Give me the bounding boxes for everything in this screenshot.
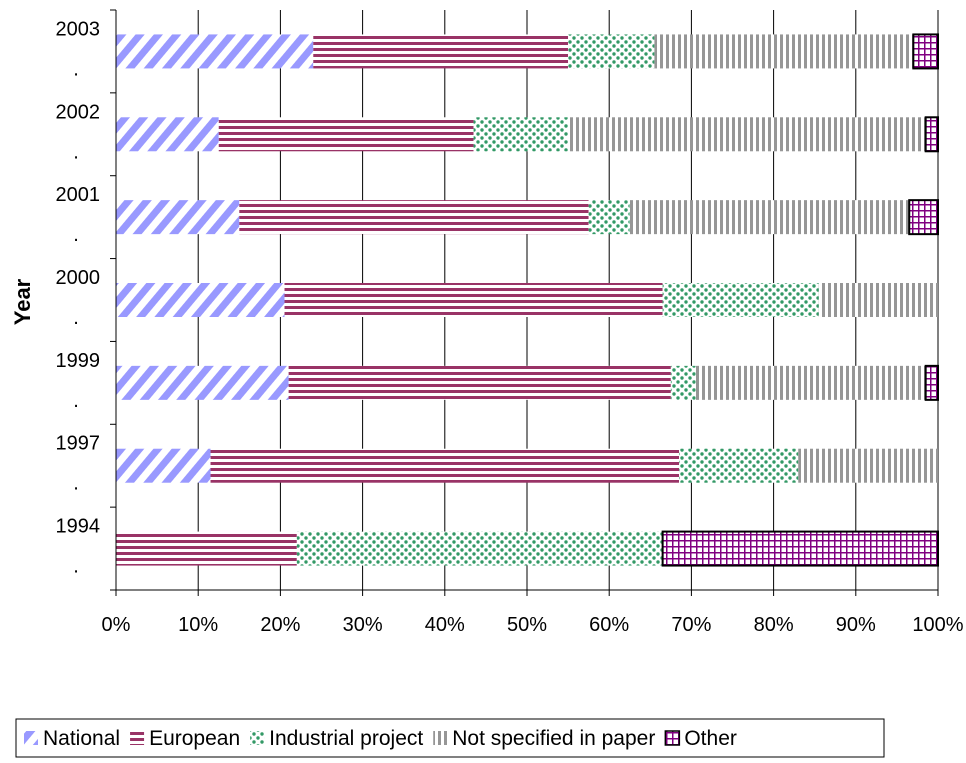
y-tick-label-suffix: . <box>73 473 79 495</box>
x-tick-label: 60% <box>589 614 629 636</box>
y-tick-label-suffix: . <box>73 58 79 80</box>
bar-segment-european-1997 <box>210 448 680 483</box>
bar-segment-european-2002 <box>218 117 474 152</box>
bar-segment-industrial-project-2001 <box>588 200 630 235</box>
y-tick-label: 2003 <box>56 18 101 40</box>
bar-segment-industrial-project-1999 <box>670 365 696 400</box>
x-tick-label: 100% <box>912 614 963 636</box>
bar-segment-european-1999 <box>288 365 671 400</box>
bar-segment-not-specified-in-paper-1999 <box>695 365 926 400</box>
legend-label: European <box>149 727 240 750</box>
bar-segment-national-1997 <box>116 448 211 483</box>
y-tick-label-suffix: . <box>73 307 79 329</box>
bar-segment-not-specified-in-paper-1997 <box>798 448 938 483</box>
legend-label: National <box>43 727 120 750</box>
bar-segment-other-2001 <box>908 199 939 236</box>
legend-swatch <box>130 731 145 745</box>
x-tick-label: 0% <box>102 614 131 636</box>
x-axis-labels: 0% 10% 20% 30% 40% 50% 60% 70% 80% 90% 100% <box>102 614 964 636</box>
legend-label: Industrial project <box>269 727 423 750</box>
bar-segment-national-2000 <box>116 283 285 317</box>
legend-swatch <box>433 731 448 745</box>
bar-segment-other-2003 <box>912 33 940 70</box>
legend-label: Not specified in paper <box>452 727 655 750</box>
bar-segment-european-1994 <box>116 531 297 566</box>
legend-swatch <box>250 731 265 745</box>
y-axis-title: Year <box>10 278 35 325</box>
y-tick-label: 2001 <box>56 184 101 206</box>
bar-segment-european-2001 <box>239 200 589 235</box>
bar-segment-industrial-project-2000 <box>662 283 819 317</box>
x-tick-label: 70% <box>671 614 711 636</box>
bar-segment-industrial-project-1994 <box>296 531 663 566</box>
bar-segment-industrial-project-2002 <box>473 117 569 152</box>
y-tick-label: 2000 <box>56 267 101 289</box>
bar-segment-not-specified-in-paper-2000 <box>818 283 938 317</box>
y-tick-label: 2002 <box>56 101 101 123</box>
x-tick-label: 80% <box>754 614 794 636</box>
axes <box>110 9 939 596</box>
y-tick-label: 1997 <box>56 433 101 455</box>
bar-segment-other-2002 <box>924 116 939 153</box>
bar-segment-other-1994 <box>661 530 939 567</box>
y-tick-label-suffix: . <box>73 141 79 163</box>
bar-segment-not-specified-in-paper-2002 <box>568 117 926 152</box>
y-axis-labels: 2003. 2002. 2001. 2000. 1999. 1997. 1994. <box>56 18 101 577</box>
bar-segment-not-specified-in-paper-2001 <box>629 200 910 235</box>
x-tick-label: 30% <box>343 614 383 636</box>
bar-segment-national-2001 <box>116 200 240 235</box>
bar-segment-national-1999 <box>116 365 289 400</box>
bars <box>116 33 940 567</box>
y-tick-label: 1999 <box>56 350 101 372</box>
y-tick-label-suffix: . <box>73 556 79 578</box>
y-tick-label-suffix: . <box>73 390 79 412</box>
bar-segment-other-1999 <box>924 364 939 401</box>
bar-segment-industrial-project-1997 <box>679 448 799 483</box>
x-tick-label: 40% <box>425 614 465 636</box>
x-tick-label: 10% <box>178 614 218 636</box>
bar-segment-european-2003 <box>313 34 569 69</box>
bar-segment-european-2000 <box>284 283 663 317</box>
legend-swatch <box>24 731 38 745</box>
x-tick-label: 90% <box>836 614 876 636</box>
x-tick-label: 20% <box>260 614 300 636</box>
legend: National European Industrial project Not sp… <box>15 718 885 758</box>
bar-segment-national-2002 <box>116 117 219 152</box>
bar-segment-not-specified-in-paper-2003 <box>654 34 914 69</box>
legend-swatch <box>664 730 681 746</box>
y-tick-label-suffix: . <box>73 224 79 246</box>
y-tick-label: 1994 <box>56 516 101 538</box>
legend-label: Other <box>684 727 737 750</box>
bar-segment-industrial-project-2003 <box>568 34 655 69</box>
x-tick-label: 50% <box>507 614 547 636</box>
legend-box <box>15 718 885 758</box>
bar-segment-national-2003 <box>116 34 314 69</box>
